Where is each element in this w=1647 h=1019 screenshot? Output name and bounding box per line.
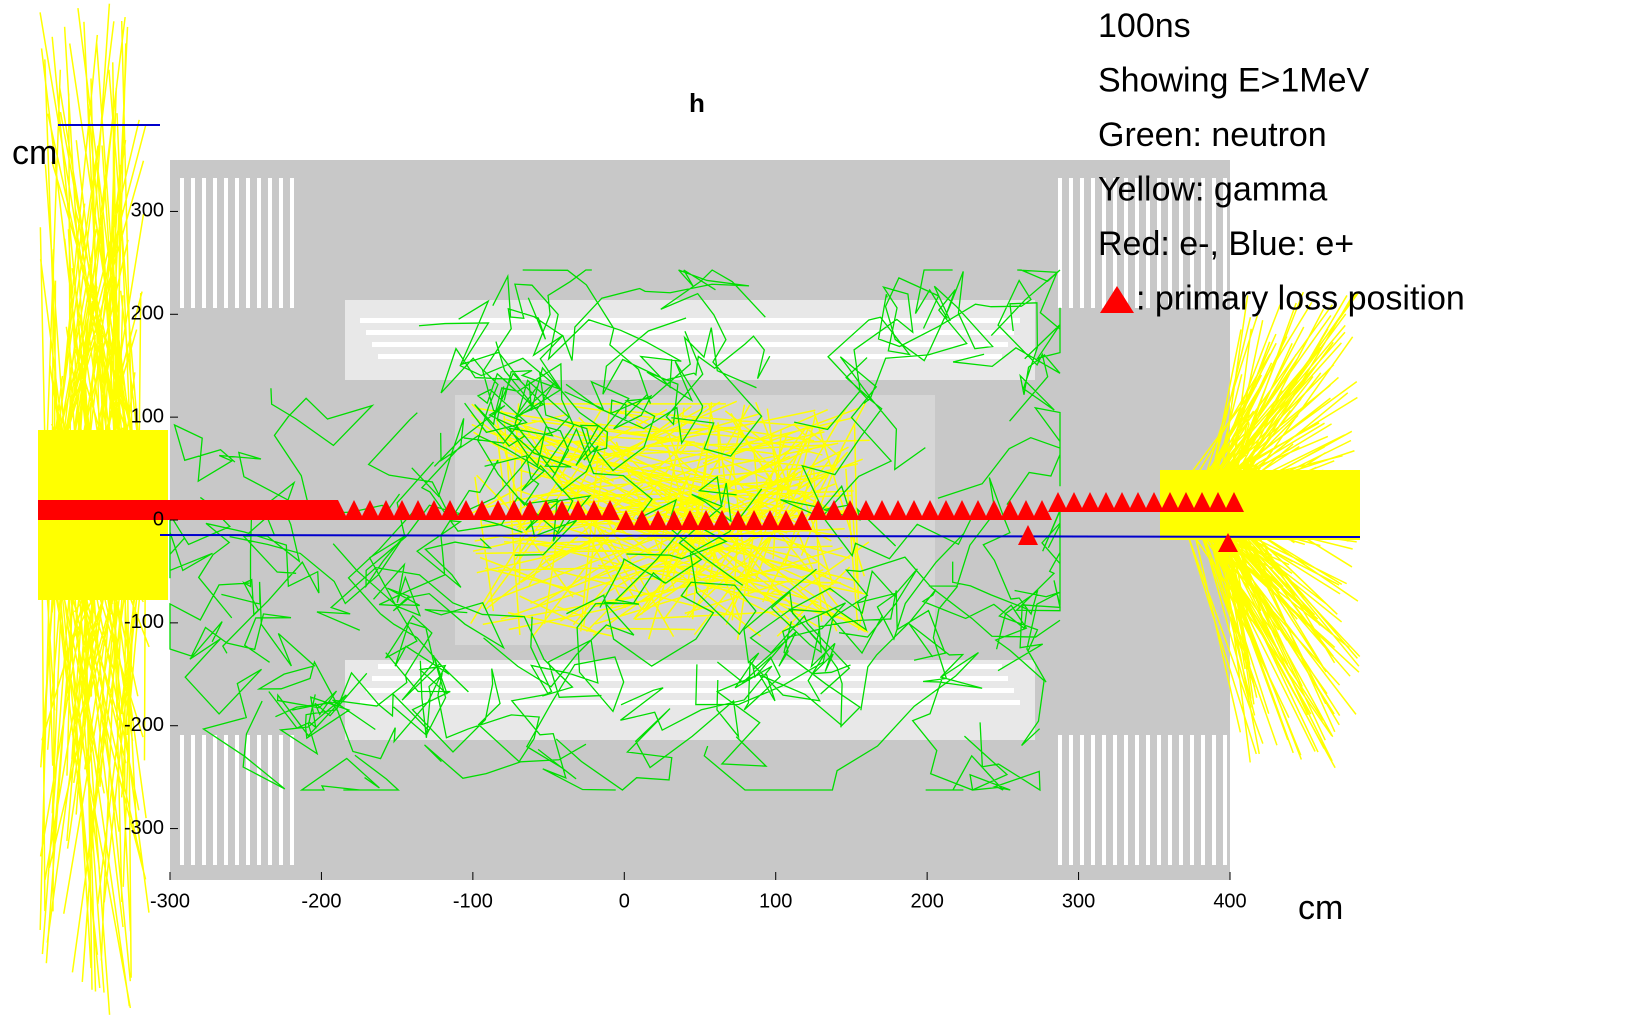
stripe (279, 178, 283, 308)
y-tick-label: 300 (131, 200, 164, 222)
stripe (1201, 178, 1205, 308)
stripe (1080, 178, 1084, 308)
ring (360, 318, 1020, 323)
stripe (1212, 178, 1216, 308)
x-tick-label: -100 (453, 890, 493, 912)
ring (378, 354, 1002, 359)
x-tick-label: 100 (759, 890, 792, 912)
axes: -300 -200 -100 0 100 200 300 400 -300 -200 -100 0 10… (124, 200, 1247, 913)
annotation: Red: e-, Blue: e+ (1098, 225, 1354, 263)
x-tick-label: 0 (619, 890, 630, 912)
stripe (268, 178, 272, 308)
stripe (1080, 735, 1084, 865)
stripe (224, 735, 228, 865)
y-tick-label: 100 (131, 405, 164, 427)
stripe (290, 178, 294, 308)
stripe (1168, 735, 1172, 865)
annotation: Showing E>1MeV (1098, 61, 1370, 99)
y-tick-label: -100 (124, 611, 164, 633)
y-axis-label: cm (12, 134, 57, 172)
stripe (1124, 735, 1128, 865)
stripe (1113, 178, 1117, 308)
stripe (1102, 178, 1106, 308)
annotation: 100ns (1098, 7, 1191, 45)
stripe (257, 178, 261, 308)
stripe (290, 735, 294, 865)
x-tick-label: -300 (150, 890, 190, 912)
stripe (235, 178, 239, 308)
stripe (1069, 178, 1073, 308)
stripe (1069, 735, 1073, 865)
stripe (202, 735, 206, 865)
stripe (235, 735, 239, 865)
ring (366, 330, 1014, 335)
ring (360, 700, 1020, 705)
stripe (180, 735, 184, 865)
legend-notes: 100ns Showing E>1MeV Green: neutron Yellow:… (1098, 7, 1465, 318)
stripe (246, 735, 250, 865)
stripe (191, 735, 195, 865)
y-tick-label: -200 (124, 714, 164, 736)
stripe (1179, 178, 1183, 308)
x-tick-label: 400 (1213, 890, 1246, 912)
stripe (1058, 178, 1062, 308)
y-tick-label: 200 (131, 303, 164, 325)
primary-loss-markers (40, 492, 1244, 552)
stripe (1058, 735, 1062, 865)
stripe (202, 178, 206, 308)
stripe (1157, 178, 1161, 308)
stripe (180, 178, 184, 308)
stripe (1157, 735, 1161, 865)
stripe (1135, 178, 1139, 308)
stripe (1190, 178, 1194, 308)
stripe (224, 178, 228, 308)
stripe (268, 735, 272, 865)
stripe (1223, 735, 1227, 865)
ring (378, 664, 1002, 669)
annotation: Yellow: gamma (1098, 170, 1327, 208)
triangle-marker (1100, 286, 1134, 313)
chart-title: h (689, 88, 705, 118)
annotation: Green: neutron (1098, 116, 1327, 154)
stripe (1124, 178, 1128, 308)
neutron-tracks (169, 269, 1061, 792)
stripe (1135, 735, 1139, 865)
stripe (1179, 735, 1183, 865)
x-tick-label: 300 (1062, 890, 1095, 912)
x-tick-label: 200 (910, 890, 943, 912)
annotation: : primary loss position (1136, 279, 1465, 317)
stripe (1168, 178, 1172, 308)
stripe (1201, 735, 1205, 865)
stripe (1102, 735, 1106, 865)
stripe (213, 735, 217, 865)
stripe (213, 178, 217, 308)
x-axis-label: cm (1298, 889, 1343, 927)
stripe (1212, 735, 1216, 865)
stripe (1223, 178, 1227, 308)
stripe (257, 735, 261, 865)
stripe (1091, 178, 1095, 308)
stripe (279, 735, 283, 865)
stripe (191, 178, 195, 308)
stripe (1091, 735, 1095, 865)
ring (366, 688, 1014, 693)
stripe (1146, 735, 1150, 865)
ring (372, 676, 1008, 681)
stripe (246, 178, 250, 308)
y-tick-label: 0 (153, 508, 164, 530)
positron-line (159, 534, 1361, 538)
stripe (1190, 735, 1194, 865)
x-tick-label: -200 (301, 890, 341, 912)
stripe (1146, 178, 1150, 308)
y-tick-label: -300 (124, 817, 164, 839)
stripe (1113, 735, 1117, 865)
upper-yoke (345, 300, 1035, 380)
particle-tracks (38, 3, 1361, 1015)
